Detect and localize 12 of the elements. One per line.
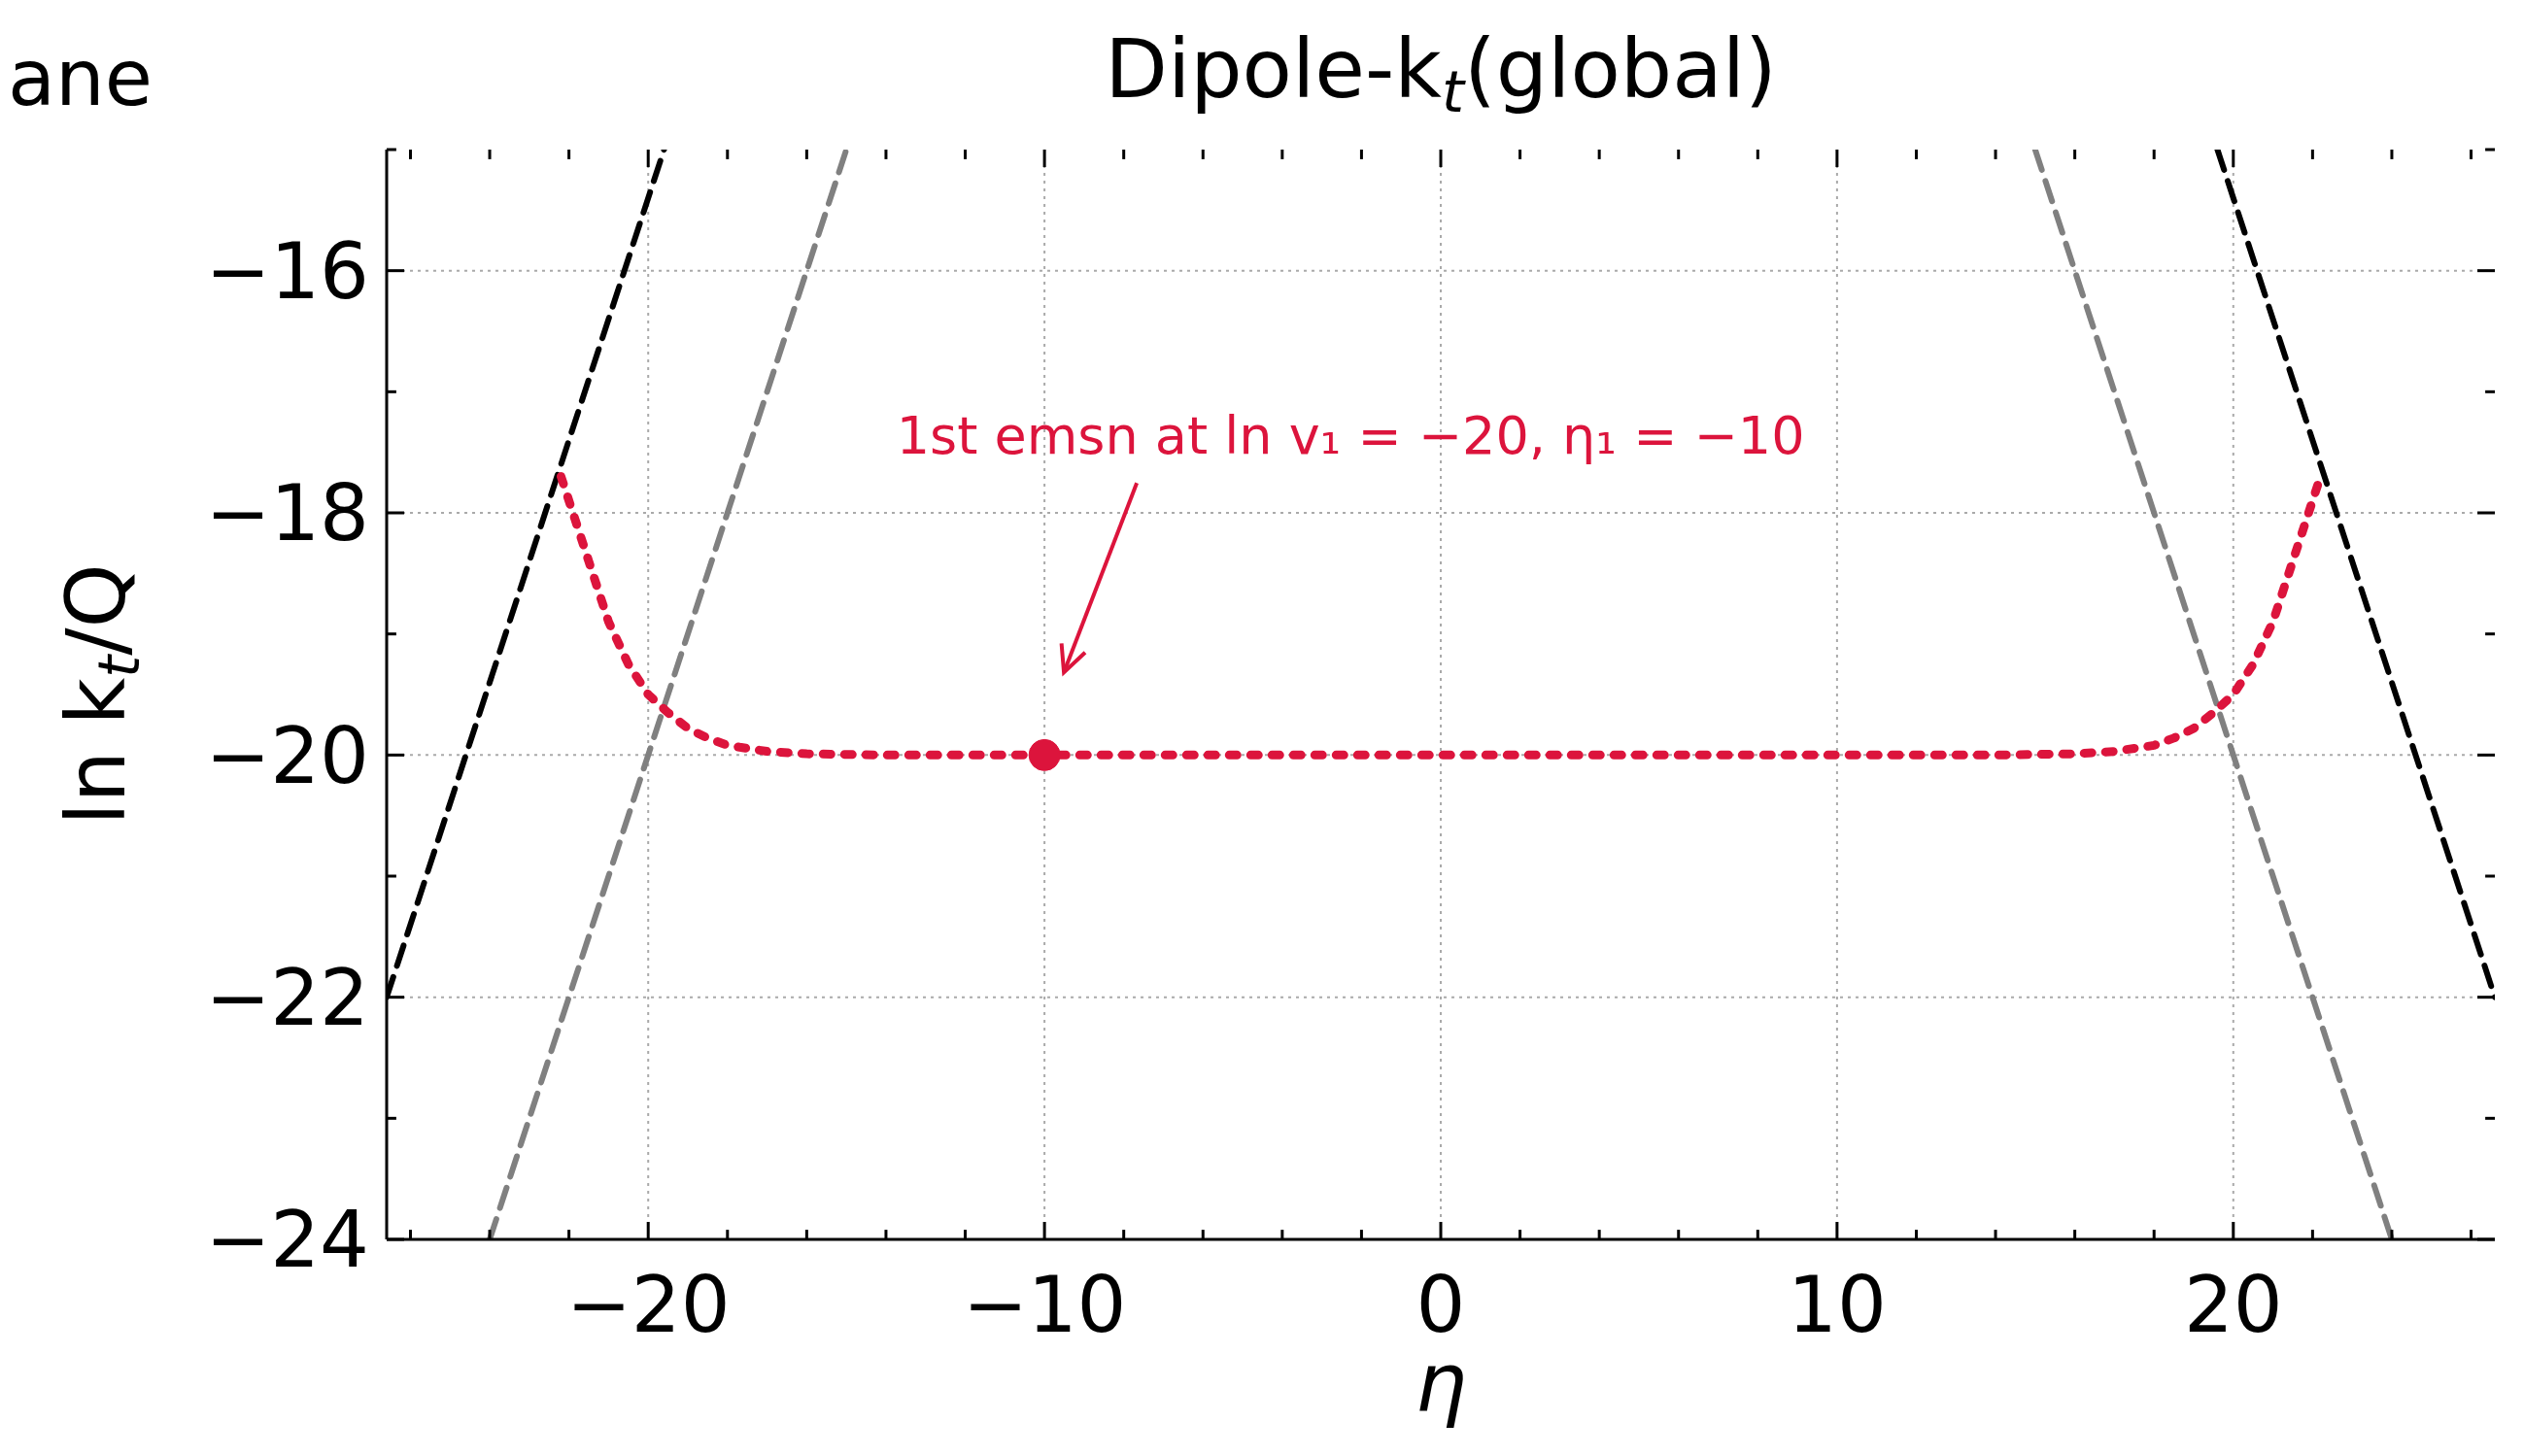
text: ane	[8, 33, 153, 123]
x-tick-label: 20	[2183, 1259, 2283, 1350]
x-tick-label: −20	[565, 1259, 731, 1350]
x-tick-label: 10	[1788, 1259, 1887, 1350]
y-tick-label: −18	[205, 468, 369, 559]
y-tick-label: −20	[205, 710, 369, 801]
y-tick-label: −24	[205, 1195, 369, 1286]
annotation: 1st emsn at ln v₁ = −20, η₁ = −10	[896, 405, 1805, 467]
x-tick-label: −10	[962, 1259, 1127, 1350]
y-tick-label: −16	[205, 226, 369, 318]
chart-title: Dipole-k$_{t}$(global)	[1105, 21, 1777, 125]
y-tick-label: −22	[205, 953, 369, 1044]
